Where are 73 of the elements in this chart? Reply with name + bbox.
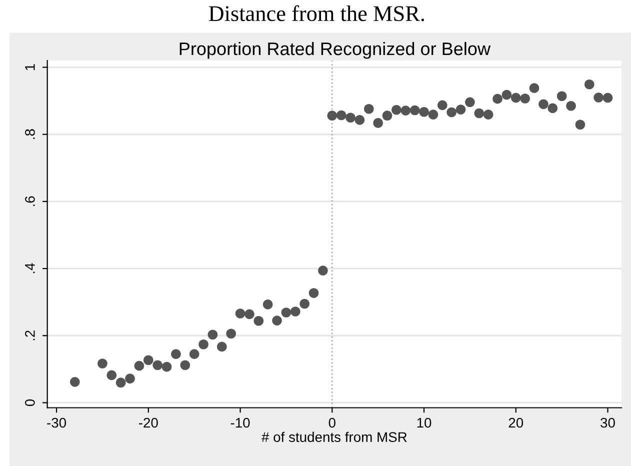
x-axis-title: # of students from MSR — [262, 432, 407, 442]
point — [446, 107, 456, 118]
point — [134, 360, 144, 371]
point — [106, 370, 117, 380]
point — [125, 374, 135, 384]
point — [327, 110, 338, 120]
point — [364, 104, 374, 114]
point — [419, 106, 429, 117]
point — [216, 342, 227, 352]
point — [171, 349, 181, 359]
point — [198, 339, 208, 350]
point — [152, 360, 162, 370]
point — [520, 94, 530, 104]
x-tick-label: 10 — [417, 418, 432, 428]
point — [98, 358, 108, 368]
point — [492, 94, 502, 104]
y-tick-label: .4 — [25, 263, 35, 274]
point — [244, 309, 254, 320]
point — [162, 362, 172, 372]
point — [208, 330, 218, 340]
point — [456, 104, 466, 114]
x-tick-label: 30 — [600, 418, 615, 428]
point — [318, 266, 328, 276]
point — [373, 118, 383, 128]
point — [382, 110, 392, 120]
point — [428, 110, 438, 120]
point — [346, 112, 356, 123]
x-tick-label: 0 — [328, 418, 336, 428]
point — [254, 316, 264, 326]
point — [116, 378, 126, 388]
chart-title: Proportion Rated Recognized or Below — [180, 42, 491, 59]
x-tick-label: 20 — [508, 418, 524, 428]
y-tick-label: .8 — [25, 129, 35, 139]
point — [594, 92, 604, 102]
point — [336, 110, 346, 120]
point — [556, 91, 567, 102]
point — [566, 100, 576, 111]
point — [290, 306, 300, 316]
point — [392, 104, 402, 115]
point — [602, 92, 613, 103]
point — [308, 288, 319, 298]
point — [584, 79, 594, 90]
point — [548, 103, 558, 114]
point — [529, 83, 540, 93]
x-tick-label: -10 — [230, 418, 250, 428]
point — [474, 108, 484, 118]
x-tick-label: -20 — [138, 418, 158, 428]
point — [465, 97, 475, 108]
point — [502, 90, 512, 100]
y-tick-label: 1 — [25, 64, 35, 70]
point — [262, 300, 273, 310]
y-tick-label: .6 — [25, 196, 35, 206]
point — [510, 92, 521, 103]
y-tick-label: 0 — [25, 399, 35, 406]
y-tick-label: .2 — [25, 330, 35, 340]
x-tick-label: -30 — [47, 418, 66, 428]
point — [400, 106, 411, 116]
point — [437, 100, 448, 110]
point — [281, 308, 292, 318]
point — [189, 349, 200, 359]
point — [180, 360, 190, 370]
point — [483, 110, 494, 120]
point — [235, 308, 246, 318]
point — [143, 355, 154, 366]
point — [575, 120, 586, 130]
text: Distance from the MSR. — [208, 5, 424, 22]
point — [70, 377, 80, 387]
point — [354, 115, 365, 125]
point — [226, 328, 236, 339]
point — [410, 105, 420, 116]
point — [538, 99, 548, 110]
point — [272, 316, 282, 326]
point — [300, 298, 310, 309]
